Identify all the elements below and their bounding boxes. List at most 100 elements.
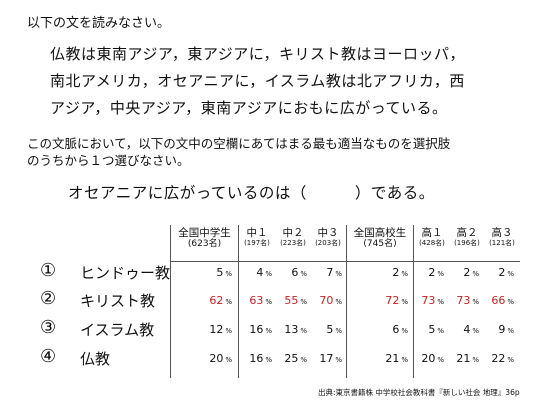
cell-value: 21: [385, 352, 400, 365]
percent-unit: %: [401, 327, 408, 335]
table-cell: 20%: [209, 352, 232, 365]
option-number: ①: [40, 260, 57, 281]
header-jh2: 中２ (223名): [280, 227, 306, 247]
percent-unit: %: [335, 356, 342, 364]
table-cell: 13%: [284, 323, 307, 336]
percent-unit: %: [507, 356, 514, 364]
percent-unit: %: [472, 298, 479, 306]
table-cell: 16%: [249, 323, 272, 336]
table-cell: 22%: [491, 352, 514, 365]
percent-unit: %: [265, 298, 272, 306]
table-cell: 6%: [392, 323, 408, 336]
percent-unit: %: [225, 327, 232, 335]
table-divider: [170, 225, 171, 378]
option-label: ヒンドゥー教: [80, 264, 171, 282]
percent-unit: %: [265, 270, 272, 278]
cell-value: 2: [498, 266, 506, 279]
percent-unit: %: [265, 356, 272, 364]
percent-unit: %: [437, 327, 444, 335]
table-cell: 9%: [498, 323, 514, 336]
cell-value: 2: [428, 266, 436, 279]
cell-value: 73: [421, 294, 436, 307]
table-cell: 70%: [319, 294, 342, 307]
table-cell: 62%: [209, 294, 232, 307]
instruction-text: 以下の文を読みなさい。: [27, 16, 171, 31]
percent-unit: %: [507, 327, 514, 335]
source-citation: 出典:東京書籍株 中学校社会教科書『新しい社会 地理』36p: [318, 388, 520, 397]
table-cell: 73%: [421, 294, 444, 307]
cell-value: 20: [209, 352, 224, 365]
header-jh3: 中３ (203名): [315, 227, 341, 247]
cell-value: 21: [456, 352, 471, 365]
option-number: ③: [40, 317, 57, 338]
percent-unit: %: [472, 356, 479, 364]
table-cell: 72%: [385, 294, 408, 307]
percent-unit: %: [507, 298, 514, 306]
header-hs1: 高１ (428名): [419, 227, 445, 247]
cell-value: 6: [291, 266, 299, 279]
passage-line-1: 仏教は東南アジア，東アジアに，キリスト教はヨーロッパ，: [50, 45, 466, 63]
table-cell: 2%: [428, 266, 444, 279]
cell-value: 4: [256, 266, 264, 279]
percent-unit: %: [437, 356, 444, 364]
cell-value: 7: [326, 266, 334, 279]
cell-value: 16: [249, 323, 264, 336]
cell-value: 70: [319, 294, 334, 307]
cell-value: 66: [491, 294, 506, 307]
cell-value: 6: [392, 323, 400, 336]
header-jh1: 中１ (197名): [244, 227, 270, 247]
table-cell: 20%: [421, 352, 444, 365]
table-cell: 12%: [209, 323, 232, 336]
fill-in-blank-sentence: オセアニアに広がっているのは（ ）である。: [68, 184, 435, 202]
percent-unit: %: [401, 298, 408, 306]
table-cell: 4%: [463, 323, 479, 336]
percent-unit: %: [300, 270, 307, 278]
percent-unit: %: [401, 270, 408, 278]
header-hs3: 高３ (121名): [489, 227, 515, 247]
header-national-high: 全国高校生 (745名): [353, 227, 407, 249]
cell-value: 5: [216, 266, 224, 279]
table-cell: 7%: [326, 266, 342, 279]
percent-unit: %: [335, 327, 342, 335]
percent-unit: %: [437, 298, 444, 306]
cell-value: 2: [463, 266, 471, 279]
table-cell: 63%: [249, 294, 272, 307]
question-line-2: のうちから１つ選びなさい。: [27, 153, 190, 168]
table-cell: 16%: [249, 352, 272, 365]
cell-value: 9: [498, 323, 506, 336]
cell-value: 12: [209, 323, 224, 336]
table-cell: 5%: [428, 323, 444, 336]
percent-unit: %: [265, 327, 272, 335]
table-cell: 5%: [326, 323, 342, 336]
table-cell: 55%: [284, 294, 307, 307]
table-cell: 25%: [284, 352, 307, 365]
table-cell: 73%: [456, 294, 479, 307]
question-line-1: この文脈において，以下の文中の空欄にあてはまる最も適当なものを選択肢: [27, 136, 451, 151]
percent-unit: %: [225, 298, 232, 306]
percent-unit: %: [300, 327, 307, 335]
cell-value: 5: [428, 323, 436, 336]
table-header-rule: [170, 261, 520, 262]
cell-value: 72: [385, 294, 400, 307]
table-cell: 66%: [491, 294, 514, 307]
table-divider: [238, 225, 239, 378]
cell-value: 5: [326, 323, 334, 336]
option-number: ④: [40, 346, 57, 367]
option-number: ②: [40, 288, 57, 309]
table-cell: 5%: [216, 266, 232, 279]
table-cell: 2%: [392, 266, 408, 279]
table-cell: 17%: [319, 352, 342, 365]
cell-value: 17: [319, 352, 334, 365]
cell-value: 62: [209, 294, 224, 307]
passage-line-3: アジア，中央アジア，東南アジアにおもに広がっている。: [50, 99, 448, 117]
header-hs2: 高２ (196名): [454, 227, 480, 247]
cell-value: 22: [491, 352, 506, 365]
cell-value: 16: [249, 352, 264, 365]
table-cell: 2%: [463, 266, 479, 279]
table-divider: [413, 225, 414, 378]
table-cell: 2%: [498, 266, 514, 279]
percent-unit: %: [335, 270, 342, 278]
percent-unit: %: [507, 270, 514, 278]
survey-results-table: 全国中学生 (623名) 中１ (197名) 中２ (223名) 中３ (203…: [40, 225, 520, 380]
table-cell: 21%: [456, 352, 479, 365]
